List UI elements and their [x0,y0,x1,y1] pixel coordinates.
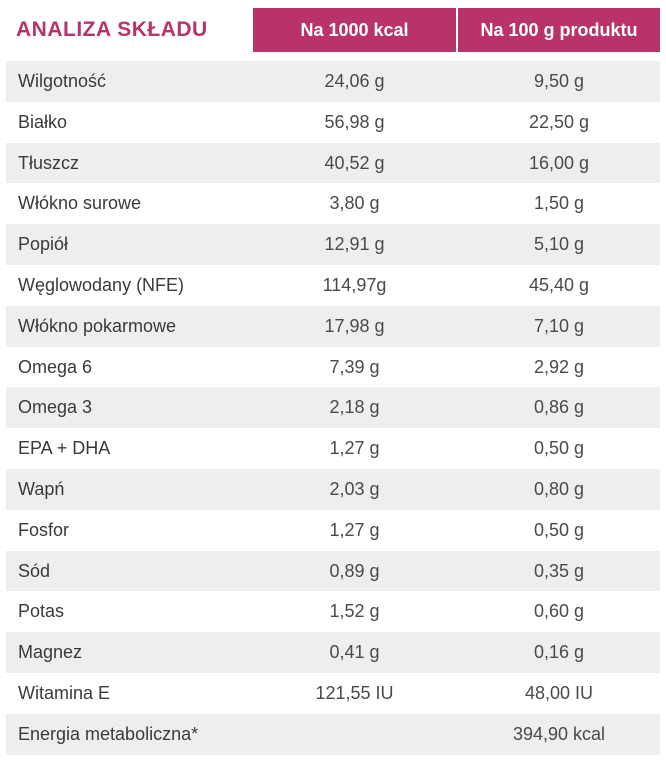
table-row: Sód 0,89 g 0,35 g [6,550,660,592]
value-per-1000-kcal: 40,52 g [324,152,385,173]
table-row: Węglowodany (NFE) 114,97g 45,40 g [6,264,660,306]
table-row: Fosfor 1,27 g 0,50 g [6,509,660,551]
nutrient-name: Wapń [18,478,65,499]
value-per-100-g: 0,60 g [533,601,585,622]
value-per-1000-kcal: 24,06 g [324,71,385,91]
value-per-100-g: 0,80 g [533,478,585,499]
nutrient-name: Energia metaboliczna* [18,723,199,744]
table-row: Energia metaboliczna* 394,90 kcal [6,713,660,755]
nutrient-name: Sód [18,560,51,581]
value-per-1000-kcal: 0,89 g [329,560,380,581]
value-per-100-g: 22,50 g [528,111,590,132]
value-per-1000-kcal: 114,97g [322,274,387,295]
nutrient-name: Omega 6 [18,356,93,377]
table-row: Potas 1,52 g 0,60 g [6,591,660,633]
value-per-100-g: 1,50 g [533,193,585,214]
nutrient-name: Włókno pokarmowe [18,315,177,336]
column-header-per-1000-kcal: Na 1000 kcal [253,8,456,52]
table-row: Popiół 12,91 g 5,10 g [6,224,660,265]
table-header: ANALIZA SKŁADU Na 1000 kcal Na 100 g pro… [0,8,666,52]
value-per-1000-kcal: 7,39 g [329,356,380,377]
table-body: Wilgotność 24,06 g 9,50 g Białko 56,98 g 22,5… [6,61,660,755]
value-per-100-g: 48,00 IU [524,682,594,703]
value-per-100-g: 0,35 g [533,560,585,581]
value-per-1000-kcal: 2,18 g [329,397,380,418]
value-per-1000-kcal: 3,80 g [329,193,380,214]
value-per-1000-kcal: 1,27 g [329,438,380,459]
value-per-100-g: 0,16 g [533,642,585,663]
table-row: Białko 56,98 g 22,50 g [6,101,660,143]
table-row: Wapń 2,03 g 0,80 g [6,468,660,510]
value-per-100-g: 5,10 g [533,234,585,255]
nutrient-name: Fosfor [18,519,70,540]
nutrient-name: Wilgotność [18,71,107,91]
value-per-100-g: 0,50 g [533,519,585,540]
value-per-1000-kcal: 12,91 g [324,234,385,255]
nutrient-name: Omega 3 [18,397,93,418]
table-row: Włókno surowe 3,80 g 1,50 g [6,183,660,225]
value-per-100-g: 16,00 g [528,152,590,173]
value-per-1000-kcal: 0,41 g [329,642,380,663]
table-row: Magnez 0,41 g 0,16 g [6,632,660,673]
table-row: Tłuszcz 40,52 g 16,00 g [6,142,660,184]
table-row: Włókno pokarmowe 17,98 g 7,10 g [6,305,660,347]
nutrient-name: Węglowodany (NFE) [18,274,185,295]
nutrient-name: Tłuszcz [18,152,80,173]
table-row: Omega 3 2,18 g 0,86 g [6,387,660,429]
value-per-100-g: 0,50 g [533,438,585,459]
nutrient-name: Popiół [18,234,69,255]
value-per-100-g: 7,10 g [533,315,585,336]
value-per-1000-kcal: 2,03 g [329,478,380,499]
value-per-100-g: 2,92 g [533,356,585,377]
nutrient-name: Magnez [18,642,83,663]
table-row: Omega 6 7,39 g 2,92 g [6,346,660,388]
value-per-100-g: 0,86 g [533,397,585,418]
value-per-100-g: 9,50 g [533,71,585,91]
value-per-100-g: 45,40 g [528,274,590,295]
nutrient-name: Białko [18,111,68,132]
table-row: Wilgotność 24,06 g 9,50 g [6,61,660,102]
value-per-1000-kcal: 1,27 g [329,519,380,540]
nutrient-name: Potas [18,601,65,622]
column-header-per-100-g: Na 100 g produktu [458,8,660,52]
nutrient-name: EPA + DHA [18,438,111,459]
value-per-1000-kcal: 1,52 g [329,601,380,622]
table-title: ANALIZA SKŁADU [16,18,208,41]
value-per-1000-kcal: 56,98 g [324,111,385,132]
table-row: EPA + DHA 1,27 g 0,50 g [6,428,660,469]
nutrient-name: Witamina E [18,682,111,703]
value-per-1000-kcal: 121,55 IU [315,682,394,703]
value-per-1000-kcal: 17,98 g [324,315,385,336]
table-row: Witamina E 121,55 IU 48,00 IU [6,672,660,714]
nutrient-name: Włókno surowe [18,193,142,214]
value-per-100-g: 394,90 kcal [512,723,606,744]
